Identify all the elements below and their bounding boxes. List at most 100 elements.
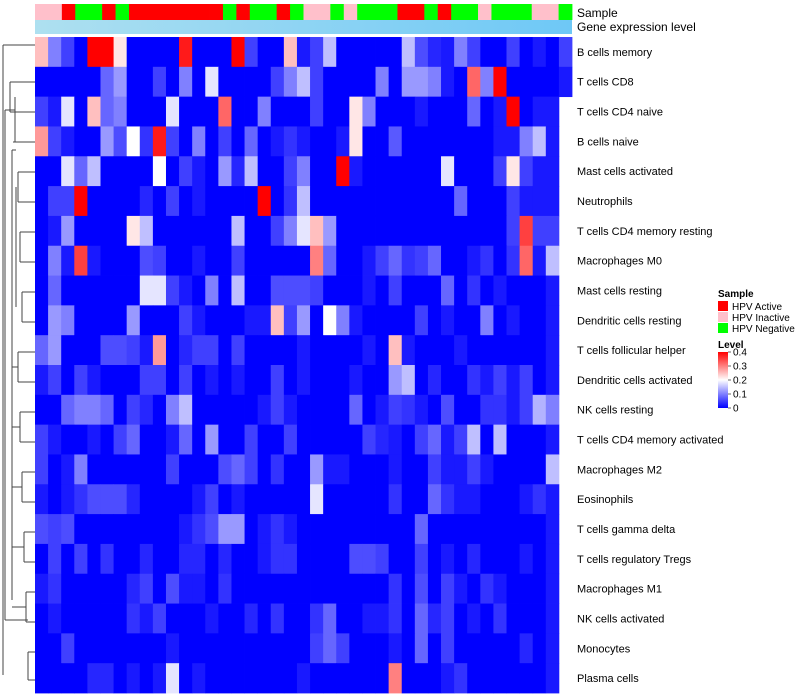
heatmap-cell bbox=[205, 245, 219, 276]
heatmap-cell bbox=[257, 275, 272, 306]
heatmap-cell bbox=[270, 394, 285, 426]
heatmap-cell bbox=[270, 454, 285, 485]
heatmap-cell bbox=[244, 424, 259, 455]
heatmap-cell bbox=[165, 663, 180, 694]
heatmap-cell bbox=[87, 663, 101, 694]
heatmap-cell bbox=[257, 514, 272, 545]
heatmap-cell bbox=[467, 663, 481, 694]
heatmap-cell bbox=[48, 573, 62, 604]
row-label: NK cells resting bbox=[577, 405, 653, 417]
heatmap-cell bbox=[545, 156, 560, 187]
heatmap-cell bbox=[244, 66, 259, 98]
heatmap-cell bbox=[349, 156, 363, 187]
sample-annotation-cell bbox=[196, 4, 210, 20]
heatmap-cell bbox=[231, 156, 245, 187]
heatmap-cell bbox=[323, 603, 337, 634]
heatmap-cell bbox=[480, 66, 494, 98]
heatmap-cell bbox=[48, 186, 62, 217]
heatmap-cell bbox=[480, 186, 494, 217]
heatmap-cell bbox=[74, 454, 88, 485]
heatmap-cell bbox=[126, 484, 141, 515]
heatmap-cell bbox=[231, 633, 245, 664]
heatmap-cell bbox=[296, 394, 311, 426]
heatmap-cell bbox=[467, 603, 481, 634]
heatmap-cell bbox=[414, 394, 429, 426]
heatmap-cell bbox=[87, 96, 101, 127]
heatmap-cell bbox=[179, 484, 193, 515]
heatmap-cell bbox=[545, 96, 560, 127]
heatmap-cell bbox=[388, 454, 403, 485]
heatmap-cell bbox=[192, 186, 206, 217]
heatmap-cell bbox=[493, 603, 507, 634]
heatmap-cell bbox=[126, 96, 141, 127]
heatmap-cell bbox=[310, 156, 324, 187]
heatmap-cell bbox=[401, 215, 416, 247]
heatmap-cell bbox=[388, 186, 403, 217]
heatmap-cell bbox=[401, 365, 416, 396]
heatmap-cell bbox=[100, 394, 114, 426]
heatmap-cell bbox=[74, 275, 88, 306]
heatmap-cell bbox=[113, 305, 128, 336]
sample-annotation-cell bbox=[410, 4, 425, 20]
heatmap-cell bbox=[493, 96, 507, 127]
heatmap-cell bbox=[126, 454, 141, 485]
heatmap-cell bbox=[35, 514, 49, 545]
row-label: T cells regulatory Tregs bbox=[577, 554, 692, 566]
heatmap-cell bbox=[244, 275, 259, 306]
heatmap-cell bbox=[323, 156, 337, 187]
dendrogram-branch bbox=[25, 591, 35, 623]
heatmap-cell bbox=[414, 245, 429, 276]
heatmap-cell bbox=[179, 186, 193, 217]
heatmap-cell bbox=[35, 484, 49, 515]
heatmap-cell bbox=[454, 543, 468, 575]
heatmap-cell bbox=[270, 305, 285, 336]
heatmap-cell bbox=[218, 245, 232, 276]
heatmap-cell bbox=[35, 335, 49, 366]
heatmap-cell bbox=[179, 335, 193, 366]
heatmap-cell bbox=[427, 394, 442, 426]
heatmap-cell bbox=[257, 335, 272, 366]
row-label: T cells CD4 naive bbox=[577, 107, 663, 119]
heatmap-cell bbox=[375, 633, 390, 664]
heatmap-cell bbox=[257, 186, 272, 217]
heatmap-cell bbox=[87, 156, 101, 187]
heatmap-cell bbox=[545, 633, 560, 664]
heatmap-cell bbox=[100, 37, 114, 68]
heatmap-cell bbox=[283, 365, 298, 396]
heatmap-cell bbox=[401, 514, 416, 545]
heatmap-cell bbox=[545, 335, 560, 366]
heatmap-cell bbox=[349, 514, 363, 545]
heatmap-cell bbox=[283, 424, 298, 455]
heatmap-cell bbox=[480, 394, 494, 426]
heatmap-cell bbox=[152, 96, 167, 127]
heatmap-cell bbox=[545, 573, 560, 604]
heatmap-cell bbox=[152, 365, 167, 396]
heatmap-cell bbox=[48, 633, 62, 664]
heatmap-cell bbox=[480, 37, 494, 68]
heatmap-cell bbox=[179, 365, 193, 396]
heatmap-cell bbox=[336, 543, 350, 575]
sample-annotation-cell bbox=[290, 4, 304, 20]
heatmap-cell bbox=[467, 424, 481, 455]
heatmap-cell bbox=[48, 454, 62, 485]
heatmap-cell bbox=[218, 633, 232, 664]
heatmap-cell bbox=[545, 186, 560, 217]
heatmap-cell bbox=[152, 37, 167, 68]
heatmap-cell bbox=[480, 633, 494, 664]
heatmap-cell bbox=[270, 543, 285, 575]
heatmap-cell bbox=[74, 365, 88, 396]
heatmap-cell bbox=[480, 484, 494, 515]
heatmap-cell bbox=[165, 186, 180, 217]
heatmap-cell bbox=[310, 394, 324, 426]
heatmap-cell bbox=[401, 484, 416, 515]
heatmap-cell bbox=[74, 663, 88, 694]
heatmap-cell bbox=[231, 66, 245, 98]
heatmap-cell bbox=[231, 394, 245, 426]
heatmap-cell bbox=[532, 275, 547, 306]
heatmap-cell bbox=[323, 633, 337, 664]
heatmap-cell bbox=[388, 96, 403, 127]
dendrogram-branch bbox=[19, 411, 35, 443]
heatmap-cell bbox=[441, 215, 455, 247]
heatmap-cell bbox=[74, 424, 88, 455]
heatmap-cell bbox=[454, 66, 468, 98]
